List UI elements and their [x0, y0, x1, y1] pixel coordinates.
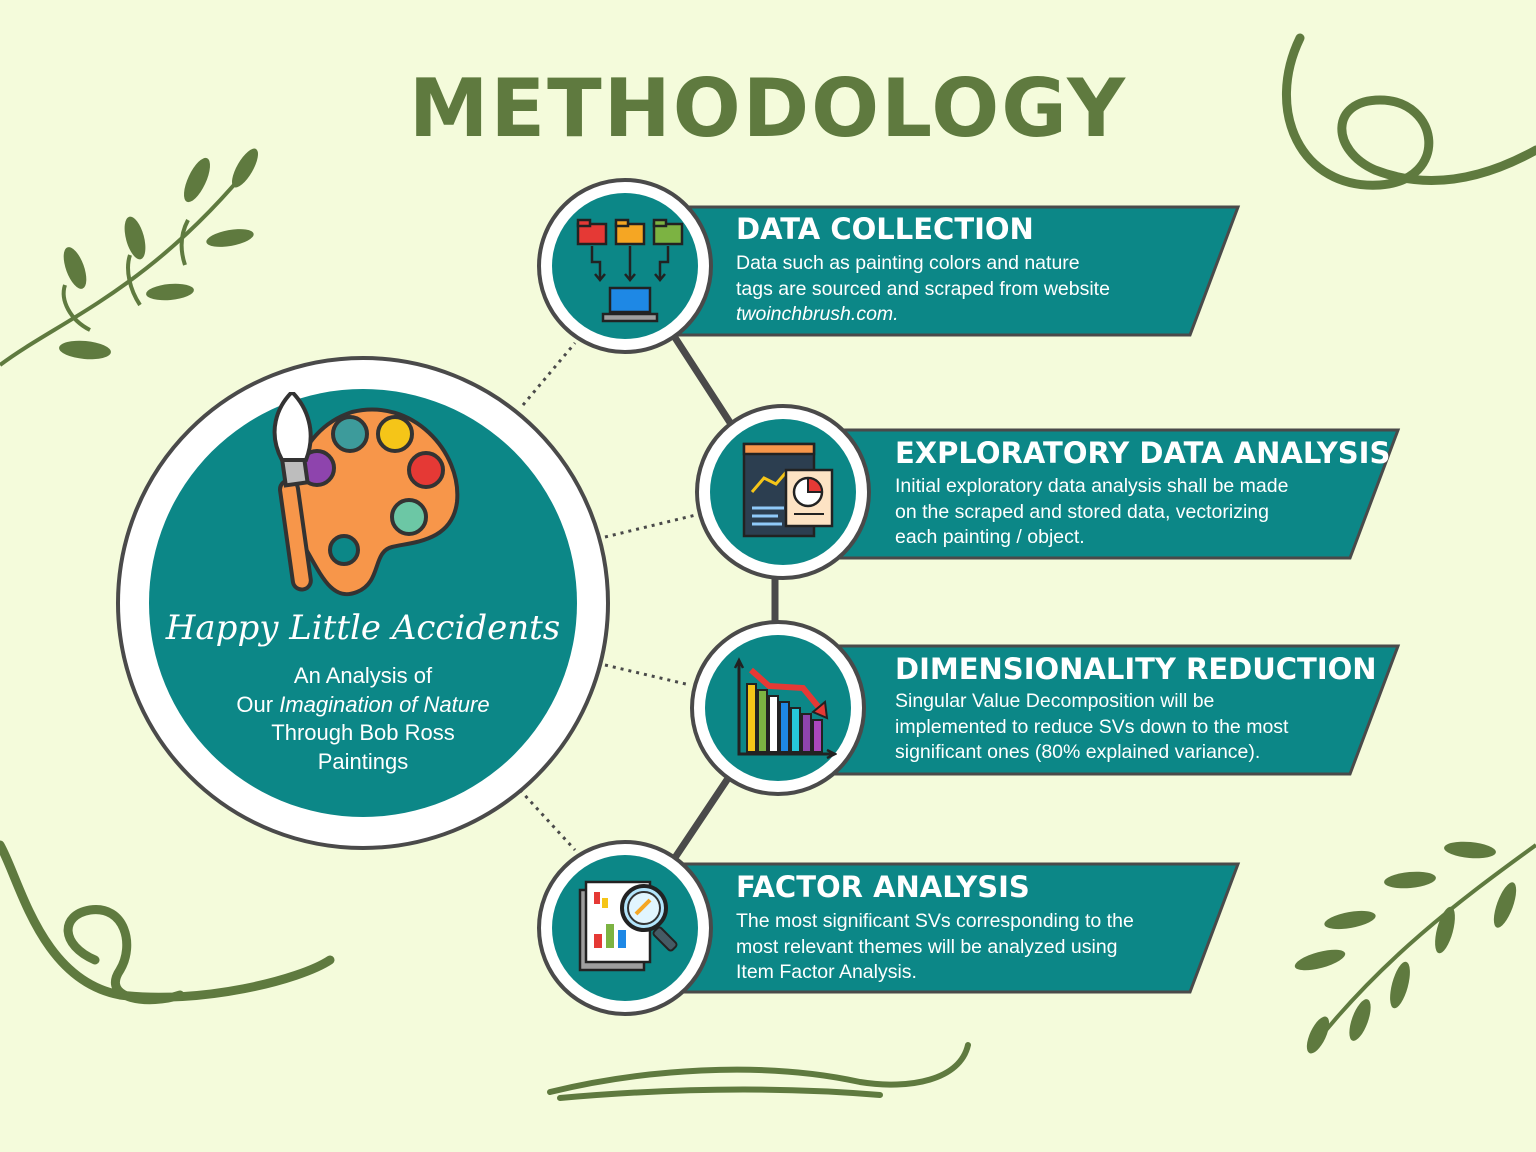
step-desc-line: Item Factor Analysis. [736, 961, 917, 983]
step-connector-line [625, 263, 779, 930]
hub-subtitle-prefix: Our [236, 691, 280, 717]
step-desc-line: tags are sourced and scraped from websit… [736, 277, 1110, 300]
leaf-branch-top-left-icon [0, 148, 258, 367]
step-title-factor-analysis: FACTOR ANALYSIS [736, 870, 1030, 904]
step-banner-data-collection [600, 205, 1241, 337]
leaf-branch-bottom-right-icon [1294, 841, 1536, 1054]
step-desc-line: Initial exploratory data analysis shall … [895, 475, 1289, 497]
hub-dotted-connectors [518, 342, 701, 852]
hub-subtitle-line: An Analysis of [293, 663, 433, 688]
step-banner-factor-analysis [600, 862, 1241, 994]
hub-subtitle-line: Through Bob Ross [271, 720, 455, 745]
step-desc-line: The most significant SVs corresponding t… [736, 910, 1134, 932]
step-desc-line: each painting / object. [895, 526, 1085, 548]
hub-subtitle: An Analysis of Our Imagination of Nature… [150, 662, 576, 776]
declining-bar-chart-icon [733, 657, 837, 760]
swirl-bottom-left-icon [0, 840, 335, 1005]
step-desc-line: implemented to reduce SVs down to the mo… [895, 715, 1289, 738]
step-desc-line: on the scraped and stored data, vectoriz… [895, 500, 1269, 523]
step-desc-dimensionality-reduction: Singular Value Decomposition will be imp… [895, 689, 1288, 766]
folders-to-computer-icon [576, 218, 684, 323]
dashboard-report-icon [742, 442, 834, 538]
hub-subtitle-emphasis: Imagination of Nature [279, 691, 490, 717]
step-desc-factor-analysis: The most significant SVs corresponding t… [736, 909, 1134, 986]
step-banner-eda [760, 428, 1401, 560]
step-title-dimensionality-reduction: DIMENSIONALITY REDUCTION [895, 652, 1377, 686]
step-desc-line: most relevant themes will be analyzed us… [736, 935, 1118, 958]
hub-inner-circle [149, 389, 577, 817]
step-desc-link-text: twoinchbrush.com. [736, 303, 899, 325]
step-desc-line: significant ones (80% explained variance… [895, 741, 1261, 763]
page-title: METHODOLOGY [408, 62, 1128, 155]
step-banner-dimensionality-reduction [760, 644, 1401, 776]
step-title-eda: EXPLORATORY DATA ANALYSIS [895, 436, 1391, 470]
swirl-top-right-icon [1281, 33, 1536, 190]
magnifier-report-icon [578, 880, 678, 972]
hub-script-title: Happy Little Accidents [165, 608, 561, 648]
hub-subtitle-line: Our Imagination of Nature [150, 691, 576, 720]
step-desc-line: Data such as painting colors and nature [736, 252, 1080, 274]
hub-subtitle-line: Paintings [317, 748, 409, 774]
step-desc-data-collection: Data such as painting colors and nature … [736, 251, 1110, 328]
step-title-data-collection: DATA COLLECTION [736, 212, 1034, 246]
paint-palette-with-brush-icon [272, 392, 460, 596]
step-desc-eda: Initial exploratory data analysis shall … [895, 474, 1288, 551]
flourish-bottom-icon [547, 1042, 971, 1101]
step-desc-line: Singular Value Decomposition will be [895, 690, 1215, 712]
